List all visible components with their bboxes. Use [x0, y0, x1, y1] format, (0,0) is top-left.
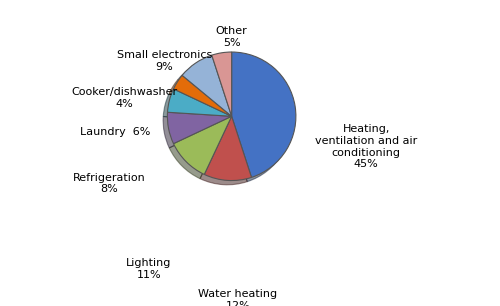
Wedge shape [168, 112, 232, 144]
Text: Small electronics
9%: Small electronics 9% [116, 50, 212, 72]
Text: Other
5%: Other 5% [216, 26, 248, 47]
Wedge shape [204, 116, 252, 181]
Wedge shape [232, 52, 296, 177]
Text: Water heating
12%: Water heating 12% [198, 289, 278, 306]
Text: Cooker/dishwasher
4%: Cooker/dishwasher 4% [72, 87, 178, 109]
Wedge shape [212, 52, 232, 116]
Text: Refrigeration
8%: Refrigeration 8% [73, 173, 146, 194]
Text: Lighting
11%: Lighting 11% [126, 259, 172, 280]
Wedge shape [168, 89, 232, 116]
Wedge shape [174, 116, 232, 174]
Wedge shape [182, 55, 232, 116]
Text: Laundry  6%: Laundry 6% [80, 127, 150, 136]
Text: Heating,
ventilation and air
conditioning
45%: Heating, ventilation and air conditionin… [315, 125, 418, 169]
Wedge shape [174, 75, 232, 116]
